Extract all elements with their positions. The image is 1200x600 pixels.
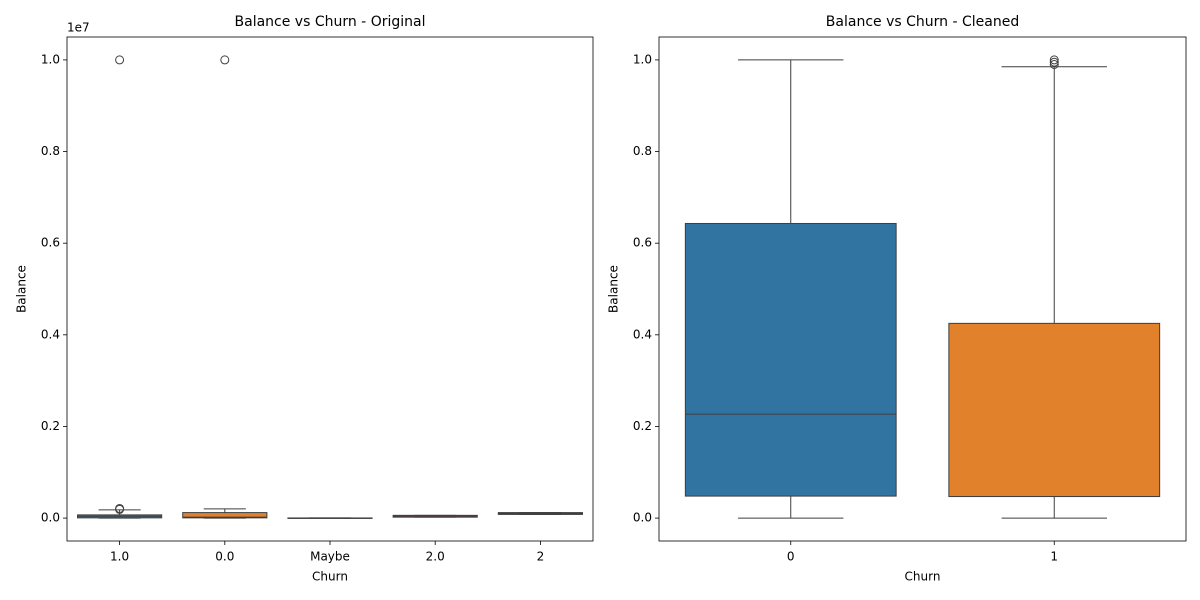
- x-tick-label: 0: [787, 550, 795, 564]
- axes-frame: [658, 36, 1187, 542]
- y-tick-label: 0.6: [633, 236, 652, 250]
- x-tick-label: Maybe: [310, 550, 350, 564]
- box: [684, 222, 897, 497]
- outlier: [115, 55, 125, 65]
- chart-title: Balance vs Churn - Cleaned: [826, 14, 1019, 30]
- y-tick-label: 0.0: [633, 511, 652, 525]
- box: [948, 322, 1161, 498]
- chart-title: Balance vs Churn - Original: [235, 14, 426, 30]
- y-axis-label: Balance: [607, 265, 621, 313]
- x-axis-label: Churn: [312, 570, 348, 584]
- x-tick-label: 1: [1050, 550, 1058, 564]
- x-axis-label: Churn: [905, 570, 941, 584]
- y-tick-label: 0.4: [41, 327, 60, 341]
- outlier: [115, 503, 125, 513]
- y-tick-label: 0.2: [633, 419, 652, 433]
- x-tick-label: 1.0: [110, 550, 129, 564]
- y-tick-label: 0.6: [41, 236, 60, 250]
- x-tick-label: 2: [537, 550, 545, 564]
- outlier: [220, 55, 230, 65]
- y-tick-label: 0.8: [633, 144, 652, 158]
- offset-label: 1e7: [67, 21, 90, 35]
- outlier: [1049, 57, 1059, 67]
- y-tick-label: 1.0: [41, 52, 60, 66]
- y-tick-label: 0.2: [41, 419, 60, 433]
- y-tick-label: 0.4: [633, 327, 652, 341]
- outlier: [1049, 55, 1059, 65]
- x-tick-label: 0.0: [215, 550, 234, 564]
- outlier: [1049, 59, 1059, 69]
- y-tick-label: 1.0: [633, 52, 652, 66]
- box: [182, 512, 268, 519]
- axes-frame: [66, 36, 594, 542]
- y-tick-label: 0.0: [41, 511, 60, 525]
- y-axis-label: Balance: [15, 265, 29, 313]
- x-tick-label: 2.0: [426, 550, 445, 564]
- y-tick-label: 0.8: [41, 144, 60, 158]
